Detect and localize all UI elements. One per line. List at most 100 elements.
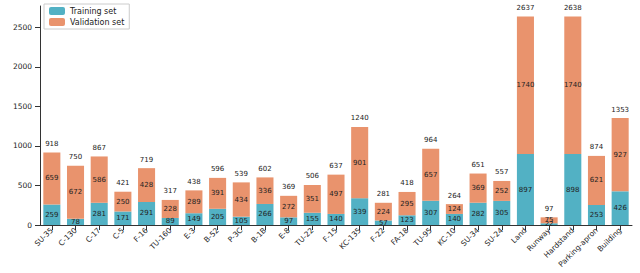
svg-text:281: 281 [377,190,390,198]
svg-text:2638: 2638 [564,4,582,12]
svg-text:KC-10: KC-10 [436,226,458,248]
svg-text:927: 927 [613,151,626,159]
svg-text:97: 97 [545,205,554,213]
svg-text:89: 89 [166,217,175,225]
svg-text:F-15: F-15 [321,226,339,244]
svg-text:228: 228 [164,205,177,213]
svg-text:Land: Land [509,226,528,245]
svg-text:266: 266 [258,210,272,218]
svg-text:305: 305 [495,209,508,217]
svg-text:SU-34: SU-34 [459,226,481,248]
svg-text:123: 123 [400,216,413,224]
svg-text:TU-95: TU-95 [411,226,434,249]
svg-text:672: 672 [69,188,82,196]
svg-text:SU-35: SU-35 [33,226,55,248]
svg-text:596: 596 [211,165,225,173]
svg-text:171: 171 [116,214,129,222]
svg-text:105: 105 [235,217,248,225]
svg-text:289: 289 [187,198,200,206]
svg-text:750: 750 [69,153,82,161]
svg-text:281: 281 [93,210,106,218]
svg-text:KC-135: KC-135 [338,226,363,251]
svg-text:621: 621 [590,176,603,184]
svg-text:651: 651 [471,161,484,169]
svg-text:B-1B: B-1B [249,226,268,245]
svg-text:F-16: F-16 [132,226,150,244]
svg-text:140: 140 [448,215,461,223]
svg-text:Validation set: Validation set [70,18,124,27]
svg-text:898: 898 [566,186,579,194]
svg-text:557: 557 [495,168,508,176]
svg-text:155: 155 [306,215,319,223]
svg-text:637: 637 [329,162,342,170]
svg-text:897: 897 [519,186,532,194]
svg-text:918: 918 [45,140,58,148]
svg-text:TU-22: TU-22 [293,226,316,249]
svg-text:964: 964 [424,136,438,144]
svg-text:272: 272 [282,203,295,211]
svg-text:205: 205 [211,213,224,221]
svg-text:78: 78 [71,218,80,226]
svg-text:295: 295 [400,200,413,208]
svg-text:2000: 2000 [13,62,32,71]
svg-text:E-8: E-8 [277,226,292,241]
svg-text:602: 602 [258,165,271,173]
svg-text:57: 57 [379,219,388,227]
svg-text:0: 0 [27,221,32,230]
svg-text:586: 586 [93,176,107,184]
svg-text:438: 438 [187,178,200,186]
svg-text:391: 391 [211,189,224,197]
svg-text:307: 307 [424,209,437,217]
svg-text:252: 252 [495,187,508,195]
svg-text:C-130: C-130 [57,226,79,248]
svg-text:124: 124 [448,205,462,213]
svg-text:421: 421 [116,179,129,187]
svg-text:867: 867 [93,144,106,152]
svg-text:426: 426 [613,204,627,212]
svg-text:264: 264 [448,192,462,200]
svg-text:434: 434 [235,196,249,204]
svg-text:259: 259 [45,211,58,219]
svg-text:369: 369 [471,184,484,192]
svg-text:SU-24: SU-24 [483,226,505,248]
svg-text:B-52: B-52 [202,226,221,245]
svg-text:657: 657 [424,171,437,179]
svg-text:428: 428 [140,181,153,189]
svg-text:351: 351 [306,195,319,203]
svg-text:1740: 1740 [517,81,535,89]
svg-text:2637: 2637 [517,4,535,12]
svg-text:1000: 1000 [13,141,32,150]
svg-text:1353: 1353 [611,106,629,114]
svg-text:140: 140 [329,215,342,223]
svg-text:224: 224 [377,208,391,216]
svg-text:C-5: C-5 [111,226,127,242]
svg-text:369: 369 [282,183,295,191]
svg-text:97: 97 [284,217,293,225]
svg-text:P-3C: P-3C [226,226,244,244]
svg-text:F-22: F-22 [368,226,386,244]
svg-text:901: 901 [353,159,366,167]
svg-text:539: 539 [235,170,248,178]
svg-text:2500: 2500 [13,23,32,32]
svg-text:497: 497 [329,190,342,198]
svg-text:418: 418 [400,179,413,187]
svg-text:C-17: C-17 [84,226,103,245]
svg-text:500: 500 [18,181,33,190]
svg-text:FA-18: FA-18 [389,226,410,247]
svg-text:E-3: E-3 [182,226,197,241]
svg-text:Building: Building [595,226,623,254]
svg-text:250: 250 [116,198,129,206]
svg-text:659: 659 [45,174,58,182]
svg-text:149: 149 [187,215,200,223]
svg-text:506: 506 [306,172,320,180]
svg-text:TU-160: TU-160 [147,226,173,252]
svg-text:291: 291 [140,209,153,217]
svg-text:317: 317 [164,187,177,195]
svg-text:1740: 1740 [564,81,582,89]
svg-text:1500: 1500 [13,102,32,111]
svg-text:874: 874 [590,143,604,151]
svg-text:Training set: Training set [69,7,116,16]
svg-text:Parking-apron: Parking-apron [557,226,600,269]
svg-text:719: 719 [140,156,153,164]
svg-text:1240: 1240 [351,114,369,122]
